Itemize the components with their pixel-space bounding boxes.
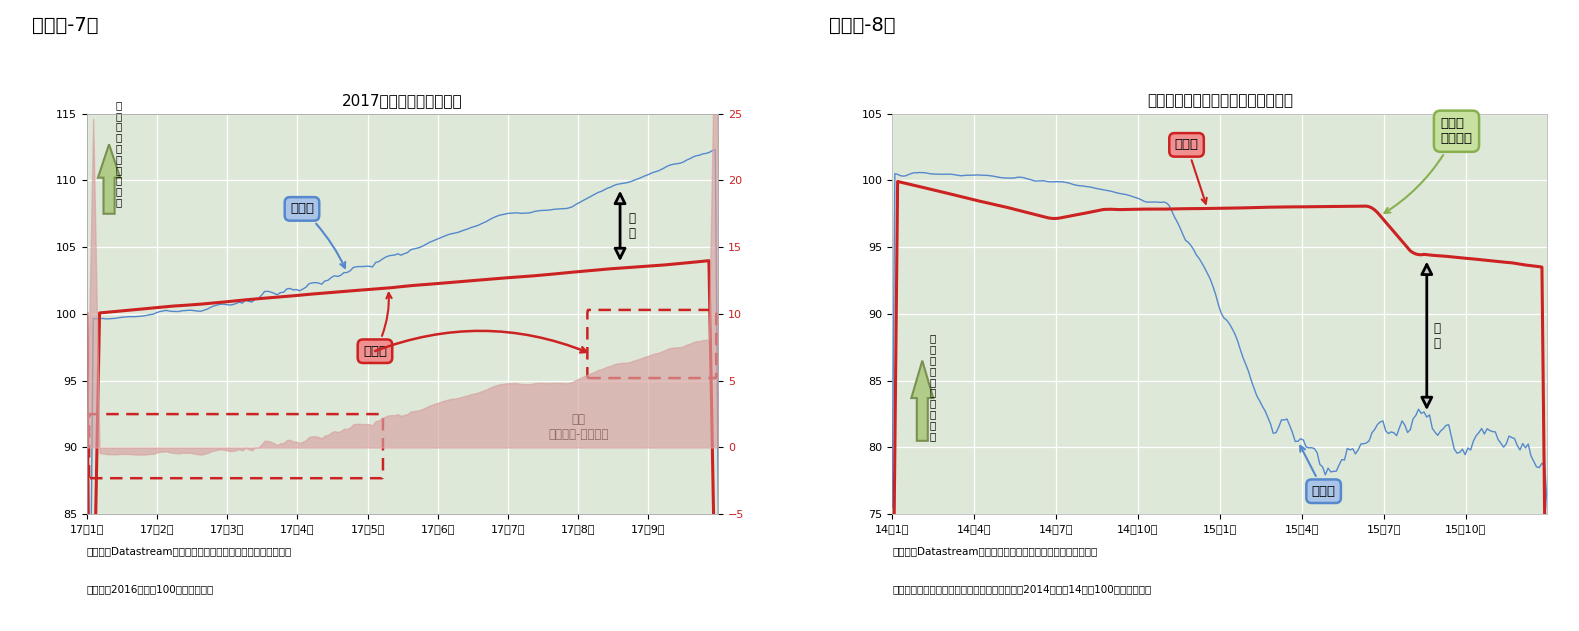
Text: 乖
離: 乖 離 [628, 212, 635, 240]
Text: 乖
離: 乖 離 [1434, 322, 1440, 350]
Text: （資料）Datastreamのデータを元にニッセイ基礎研究所で作成: （資料）Datastreamのデータを元にニッセイ基礎研究所で作成 [892, 546, 1097, 556]
Text: 自
国
通
貨
高
（
ド
ル
安
）: 自 国 通 貨 高 （ ド ル 安 ） [115, 100, 122, 207]
Text: （注）　人民元（対米ドル）が最高値を付けた2014年１月14日＝100として指数化: （注） 人民元（対米ドル）が最高値を付けた2014年１月14日＝100として指数… [892, 584, 1151, 594]
Text: 自
国
通
貨
高
（
ド
ル
安
）: 自 国 通 貨 高 （ ド ル 安 ） [928, 334, 935, 441]
FancyArrow shape [98, 144, 120, 214]
Text: ユーロ: ユーロ [1300, 446, 1336, 498]
Text: ユーロ: ユーロ [291, 203, 346, 268]
Title: 人民元ショック時のユーロと人民元: 人民元ショック時のユーロと人民元 [1146, 93, 1293, 109]
Text: （注）　2016年末＝100として指数化: （注） 2016年末＝100として指数化 [87, 584, 215, 594]
FancyArrow shape [911, 361, 933, 441]
Text: 人民元: 人民元 [363, 293, 392, 358]
Title: 2017年のユーロと人民元: 2017年のユーロと人民元 [343, 93, 463, 109]
Text: 差異
（ユーロ-人民元）: 差異 （ユーロ-人民元） [548, 413, 609, 442]
Text: （図表-8）: （図表-8） [829, 16, 895, 35]
Text: （図表-7）: （図表-7） [32, 16, 98, 35]
Text: （資料）Datastreamのデータを元にニッセイ基礎研究所で作成: （資料）Datastreamのデータを元にニッセイ基礎研究所で作成 [87, 546, 292, 556]
Text: 人民元
ショック: 人民元 ショック [1385, 117, 1473, 213]
Text: 人民元: 人民元 [1175, 138, 1206, 204]
